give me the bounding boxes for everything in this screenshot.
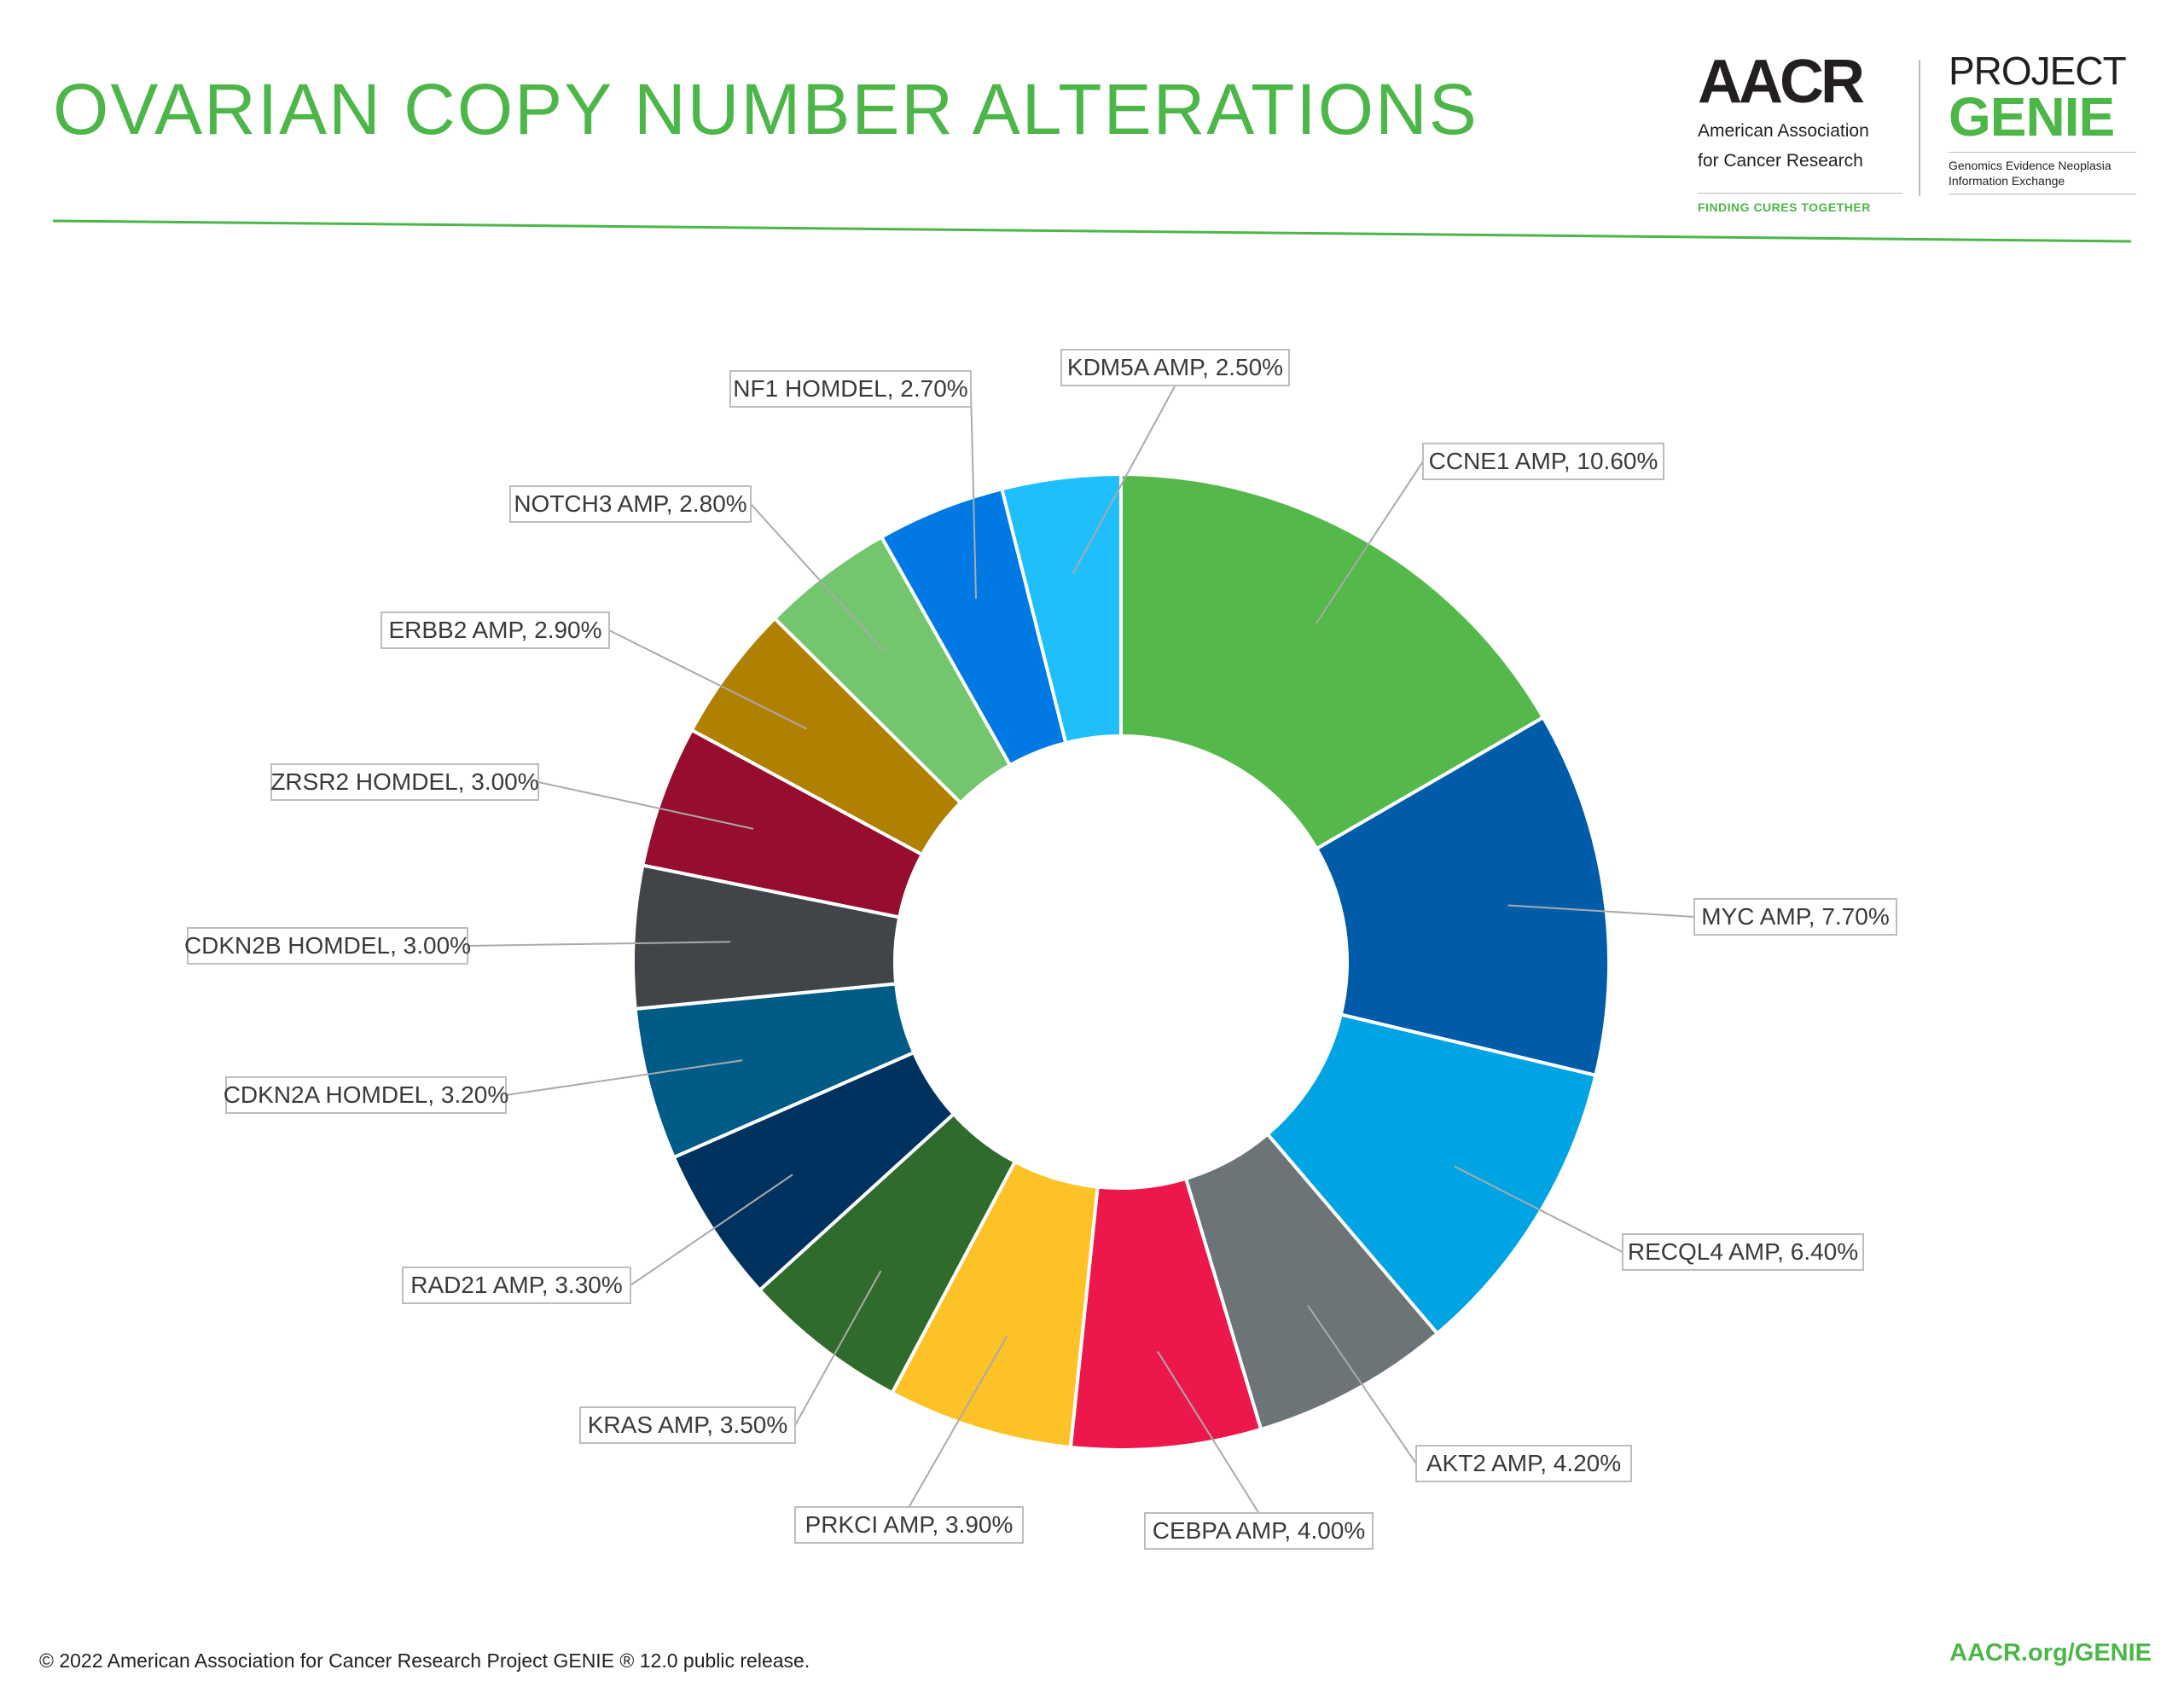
- label-leader-line: [1072, 385, 1176, 575]
- label-leader-line: [1157, 1350, 1260, 1514]
- genie-logo: PROJECT GENIE Genomics Evidence Neoplasi…: [1949, 51, 2136, 194]
- data-label-box: [187, 927, 468, 965]
- donut-slices: [631, 472, 1611, 1452]
- page-title: OVARIAN COPY NUMBER ALTERATIONS: [53, 69, 1478, 149]
- data-label-box: [1422, 443, 1664, 480]
- logo-divider: [1919, 60, 1920, 196]
- label-leader-line: [1507, 904, 1695, 918]
- data-label-box: [225, 1076, 507, 1114]
- label-leader-line: [608, 629, 808, 730]
- data-label-box: [509, 485, 752, 523]
- genie-logo-project: PROJECT: [1949, 49, 2127, 93]
- data-label: PRKCI AMP, 3.90%: [805, 1511, 1014, 1538]
- footer-copyright: © 2022 American Association for Cancer R…: [39, 1649, 810, 1672]
- data-label-box: [380, 612, 610, 649]
- title-divider: [52, 219, 2132, 243]
- data-label-box: [794, 1506, 1024, 1544]
- label-leader-line: [537, 781, 754, 830]
- data-label: RAD21 AMP, 3.30%: [410, 1272, 623, 1298]
- data-label: CCNE1 AMP, 10.60%: [1429, 448, 1658, 474]
- label-leader-line: [794, 1270, 882, 1426]
- donut-slice-myc-amp: [1314, 715, 1611, 1078]
- donut-labels: CCNE1 AMP, 10.60% MYC AMP, 7.70% RECQL4 AM…: [184, 349, 1897, 1550]
- label-leader-line: [908, 1336, 1008, 1508]
- aacr-logo: AACR American Association for Cancer Res…: [1698, 51, 1902, 214]
- footer-link[interactable]: AACR.org/GENIE: [1949, 1639, 2152, 1667]
- aacr-logo-mark: AACR: [1698, 48, 1865, 116]
- label-leader-line: [1316, 461, 1424, 624]
- aacr-logo-name-line2: for Cancer Research: [1698, 151, 1863, 171]
- data-label: NF1 HOMDEL, 2.70%: [733, 375, 967, 402]
- genie-logo-subtitle: Genomics Evidence Neoplasia Information …: [1949, 152, 2136, 194]
- label-leader-line: [630, 1174, 793, 1286]
- genie-logo-subtitle-line2: Information Exchange: [1949, 174, 2065, 188]
- label-leader-line: [750, 503, 885, 652]
- aacr-logo-tagline: FINDING CURES TOGETHER: [1698, 193, 1902, 214]
- data-label: CEBPA AMP, 4.00%: [1153, 1517, 1366, 1544]
- donut-slice-recql4-amp: [1264, 1012, 1598, 1336]
- data-label-box: [270, 763, 539, 801]
- label-leader-line: [970, 388, 978, 600]
- genie-logo-genie: GENIE: [1949, 86, 2115, 148]
- data-label: CDKN2B HOMDEL, 3.00%: [184, 932, 471, 959]
- data-label-box: [1060, 349, 1290, 386]
- data-label: ZRSR2 HOMDEL, 3.00%: [270, 768, 538, 795]
- aacr-logo-name-line1: American Association: [1698, 121, 1869, 141]
- label-leader-line: [505, 1059, 743, 1096]
- data-label-box: [402, 1267, 631, 1304]
- data-label-box: [1622, 1233, 1864, 1271]
- data-label: CDKN2A HOMDEL, 3.20%: [224, 1081, 509, 1108]
- data-label: ERBB2 AMP, 2.90%: [388, 617, 601, 643]
- data-label-box: [1144, 1512, 1374, 1550]
- label-leader-line: [1307, 1305, 1417, 1464]
- data-label: NOTCH3 AMP, 2.80%: [514, 490, 746, 517]
- label-leader-line: [1454, 1165, 1623, 1253]
- donut-slice-ccne1-amp: [1119, 472, 1546, 851]
- data-label: AKT2 AMP, 4.20%: [1426, 1450, 1621, 1476]
- data-label-box: [579, 1406, 796, 1444]
- data-label-box: [1693, 898, 1897, 936]
- data-label: MYC AMP, 7.70%: [1701, 903, 1889, 930]
- label-leader-line: [467, 941, 731, 947]
- data-label-box: [1415, 1445, 1632, 1482]
- data-label: RECQL4 AMP, 6.40%: [1628, 1238, 1858, 1265]
- data-label: KRAS AMP, 3.50%: [588, 1412, 788, 1438]
- data-label-box: [729, 370, 972, 408]
- data-label: KDM5A AMP, 2.50%: [1067, 354, 1283, 380]
- genie-logo-subtitle-line1: Genomics Evidence Neoplasia: [1949, 159, 2111, 172]
